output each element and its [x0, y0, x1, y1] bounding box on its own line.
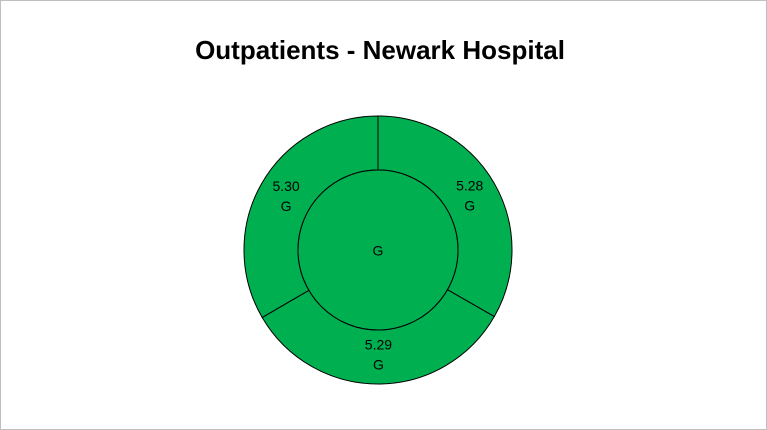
- segment-category-label: G: [464, 198, 475, 214]
- segment-value-label: 5.28: [456, 178, 483, 194]
- segment-value-label: 5.30: [272, 178, 299, 194]
- segment-value-label: 5.29: [365, 337, 392, 353]
- segment-category-label: G: [373, 357, 384, 373]
- center-circle: [297, 169, 459, 331]
- chart-title: Outpatients - Newark Hospital: [195, 35, 565, 65]
- center-label: G: [373, 243, 384, 259]
- segment-category-label: G: [281, 198, 292, 214]
